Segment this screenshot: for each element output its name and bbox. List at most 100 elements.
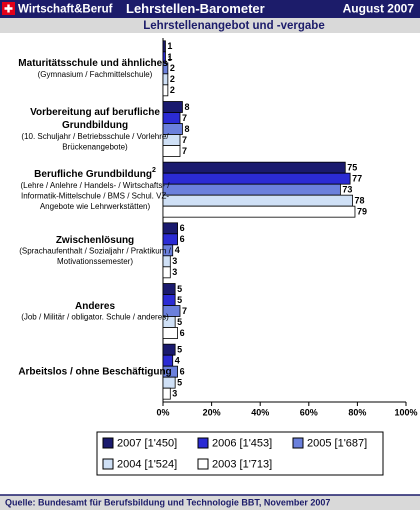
bar bbox=[162, 194, 353, 207]
legend-label: 2005 [1'687] bbox=[307, 437, 367, 449]
bar bbox=[162, 112, 181, 124]
category-note: Brückenangebote) bbox=[62, 142, 128, 151]
category-label: Arbeitslos / ohne Beschäftigung bbox=[18, 366, 171, 377]
value-label: 6 bbox=[180, 367, 185, 377]
bar bbox=[162, 233, 178, 246]
bar bbox=[162, 145, 181, 157]
x-tick-label: 0% bbox=[156, 407, 169, 417]
category-label: Zwischenlösung bbox=[56, 234, 134, 245]
value-label: 77 bbox=[352, 174, 362, 184]
category-label: Vorbereitung auf berufliche bbox=[30, 107, 160, 118]
category-label: Grundbildung bbox=[62, 120, 128, 131]
value-label: 2 bbox=[170, 74, 175, 84]
legend-label: 2003 [1'713] bbox=[212, 458, 272, 470]
bar bbox=[162, 283, 176, 295]
category-note: Angebote wie Lehrwerkstätten) bbox=[40, 202, 151, 211]
legend-swatch bbox=[197, 437, 209, 449]
category-label: Anderes bbox=[75, 300, 115, 311]
value-label: 5 bbox=[177, 345, 182, 355]
legend-swatch bbox=[102, 458, 114, 470]
category-note: (Lehre / Anlehre / Handels- / Wirtschaft… bbox=[21, 181, 171, 190]
value-label: 5 bbox=[177, 317, 182, 327]
bar bbox=[162, 172, 351, 185]
subtitle-bar bbox=[0, 18, 420, 33]
category-note: (Gymnasium / Fachmittelschule) bbox=[38, 70, 153, 79]
legend-swatch bbox=[197, 458, 209, 470]
value-label: 73 bbox=[342, 185, 352, 195]
value-label: 5 bbox=[177, 295, 182, 305]
value-label: 75 bbox=[347, 163, 357, 173]
header-bar bbox=[0, 0, 420, 18]
header-date: August 2007 bbox=[343, 2, 415, 16]
bar bbox=[162, 327, 178, 339]
category-title: Arbeitslos / ohne Beschäftigung bbox=[18, 366, 171, 377]
legend-label: 2004 [1'524] bbox=[117, 458, 177, 470]
x-tick-label: 20% bbox=[203, 407, 221, 417]
value-label: 3 bbox=[172, 389, 177, 399]
value-label: 6 bbox=[180, 223, 185, 233]
value-label: 7 bbox=[182, 306, 187, 316]
value-label: 8 bbox=[184, 102, 189, 112]
legend-label: 2007 [1'450] bbox=[117, 437, 177, 449]
footnote-mark: 1 bbox=[168, 56, 172, 63]
bar bbox=[162, 354, 174, 367]
category-title: Berufliche Grundbildung bbox=[34, 169, 152, 180]
bar bbox=[162, 40, 166, 53]
value-label: 79 bbox=[357, 207, 367, 217]
bar bbox=[162, 376, 176, 389]
brand: Wirtschaft&Beruf bbox=[18, 4, 113, 16]
category-note: Informatik-Mittelschule / BMS / Schul. V… bbox=[21, 191, 169, 200]
value-label: 4 bbox=[175, 356, 180, 366]
bar bbox=[162, 255, 171, 268]
category-title: Maturitätsschule und ähnliches bbox=[18, 58, 168, 69]
value-label: 3 bbox=[172, 267, 177, 277]
bar bbox=[162, 73, 169, 86]
bar bbox=[162, 222, 178, 235]
value-label: 7 bbox=[182, 146, 187, 156]
bar bbox=[162, 101, 183, 113]
value-label: 7 bbox=[182, 135, 187, 145]
value-label: 8 bbox=[184, 124, 189, 134]
bar bbox=[162, 205, 356, 218]
category-note: (10. Schuljahr / Betriebsschule / Vorleh… bbox=[21, 132, 169, 141]
value-label: 1 bbox=[167, 52, 172, 62]
category-title: Zwischenlösung bbox=[56, 234, 134, 245]
category-label: Berufliche Grundbildung2 bbox=[34, 167, 156, 180]
header-title: Lehrstellen-Barometer bbox=[126, 1, 265, 16]
x-tick-label: 100% bbox=[394, 407, 417, 417]
category-note: (Sprachaufenthalt / Sozialjahr / Praktik… bbox=[19, 247, 171, 256]
swiss-cross bbox=[4, 4, 13, 13]
value-label: 6 bbox=[180, 234, 185, 244]
x-tick-label: 80% bbox=[348, 407, 366, 417]
x-tick-label: 40% bbox=[251, 407, 269, 417]
value-label: 78 bbox=[355, 196, 365, 206]
bar bbox=[162, 343, 176, 356]
source: Quelle: Bundesamt für Berufsbildung und … bbox=[5, 497, 330, 507]
bar bbox=[162, 161, 346, 174]
value-label: 5 bbox=[177, 284, 182, 294]
bar bbox=[162, 294, 176, 306]
value-label: 7 bbox=[182, 113, 187, 123]
x-tick-label: 60% bbox=[300, 407, 318, 417]
category-title: Anderes bbox=[75, 300, 115, 311]
value-label: 4 bbox=[175, 245, 180, 255]
legend-box bbox=[96, 431, 384, 476]
value-label: 1 bbox=[167, 41, 172, 51]
value-label: 2 bbox=[170, 85, 175, 95]
footnote-mark: 2 bbox=[152, 167, 156, 174]
bar bbox=[162, 84, 169, 97]
category-note: (Job / Militär / obligator. Schule / and… bbox=[21, 313, 169, 322]
bar bbox=[162, 183, 341, 196]
category-label: Maturitätsschule und ähnliches1 bbox=[18, 56, 171, 69]
category-title: Vorbereitung auf berufliche bbox=[30, 107, 160, 118]
value-label: 2 bbox=[170, 63, 175, 73]
legend-swatch bbox=[292, 437, 304, 449]
value-label: 3 bbox=[172, 256, 177, 266]
bar bbox=[162, 387, 171, 400]
legend-label: 2006 [1'453] bbox=[212, 437, 272, 449]
category-note: Motivationssemester) bbox=[57, 257, 133, 266]
bar bbox=[162, 266, 171, 279]
legend-swatch bbox=[102, 437, 114, 449]
chart-title: Lehrstellenangebot und -vergabe bbox=[143, 20, 324, 32]
